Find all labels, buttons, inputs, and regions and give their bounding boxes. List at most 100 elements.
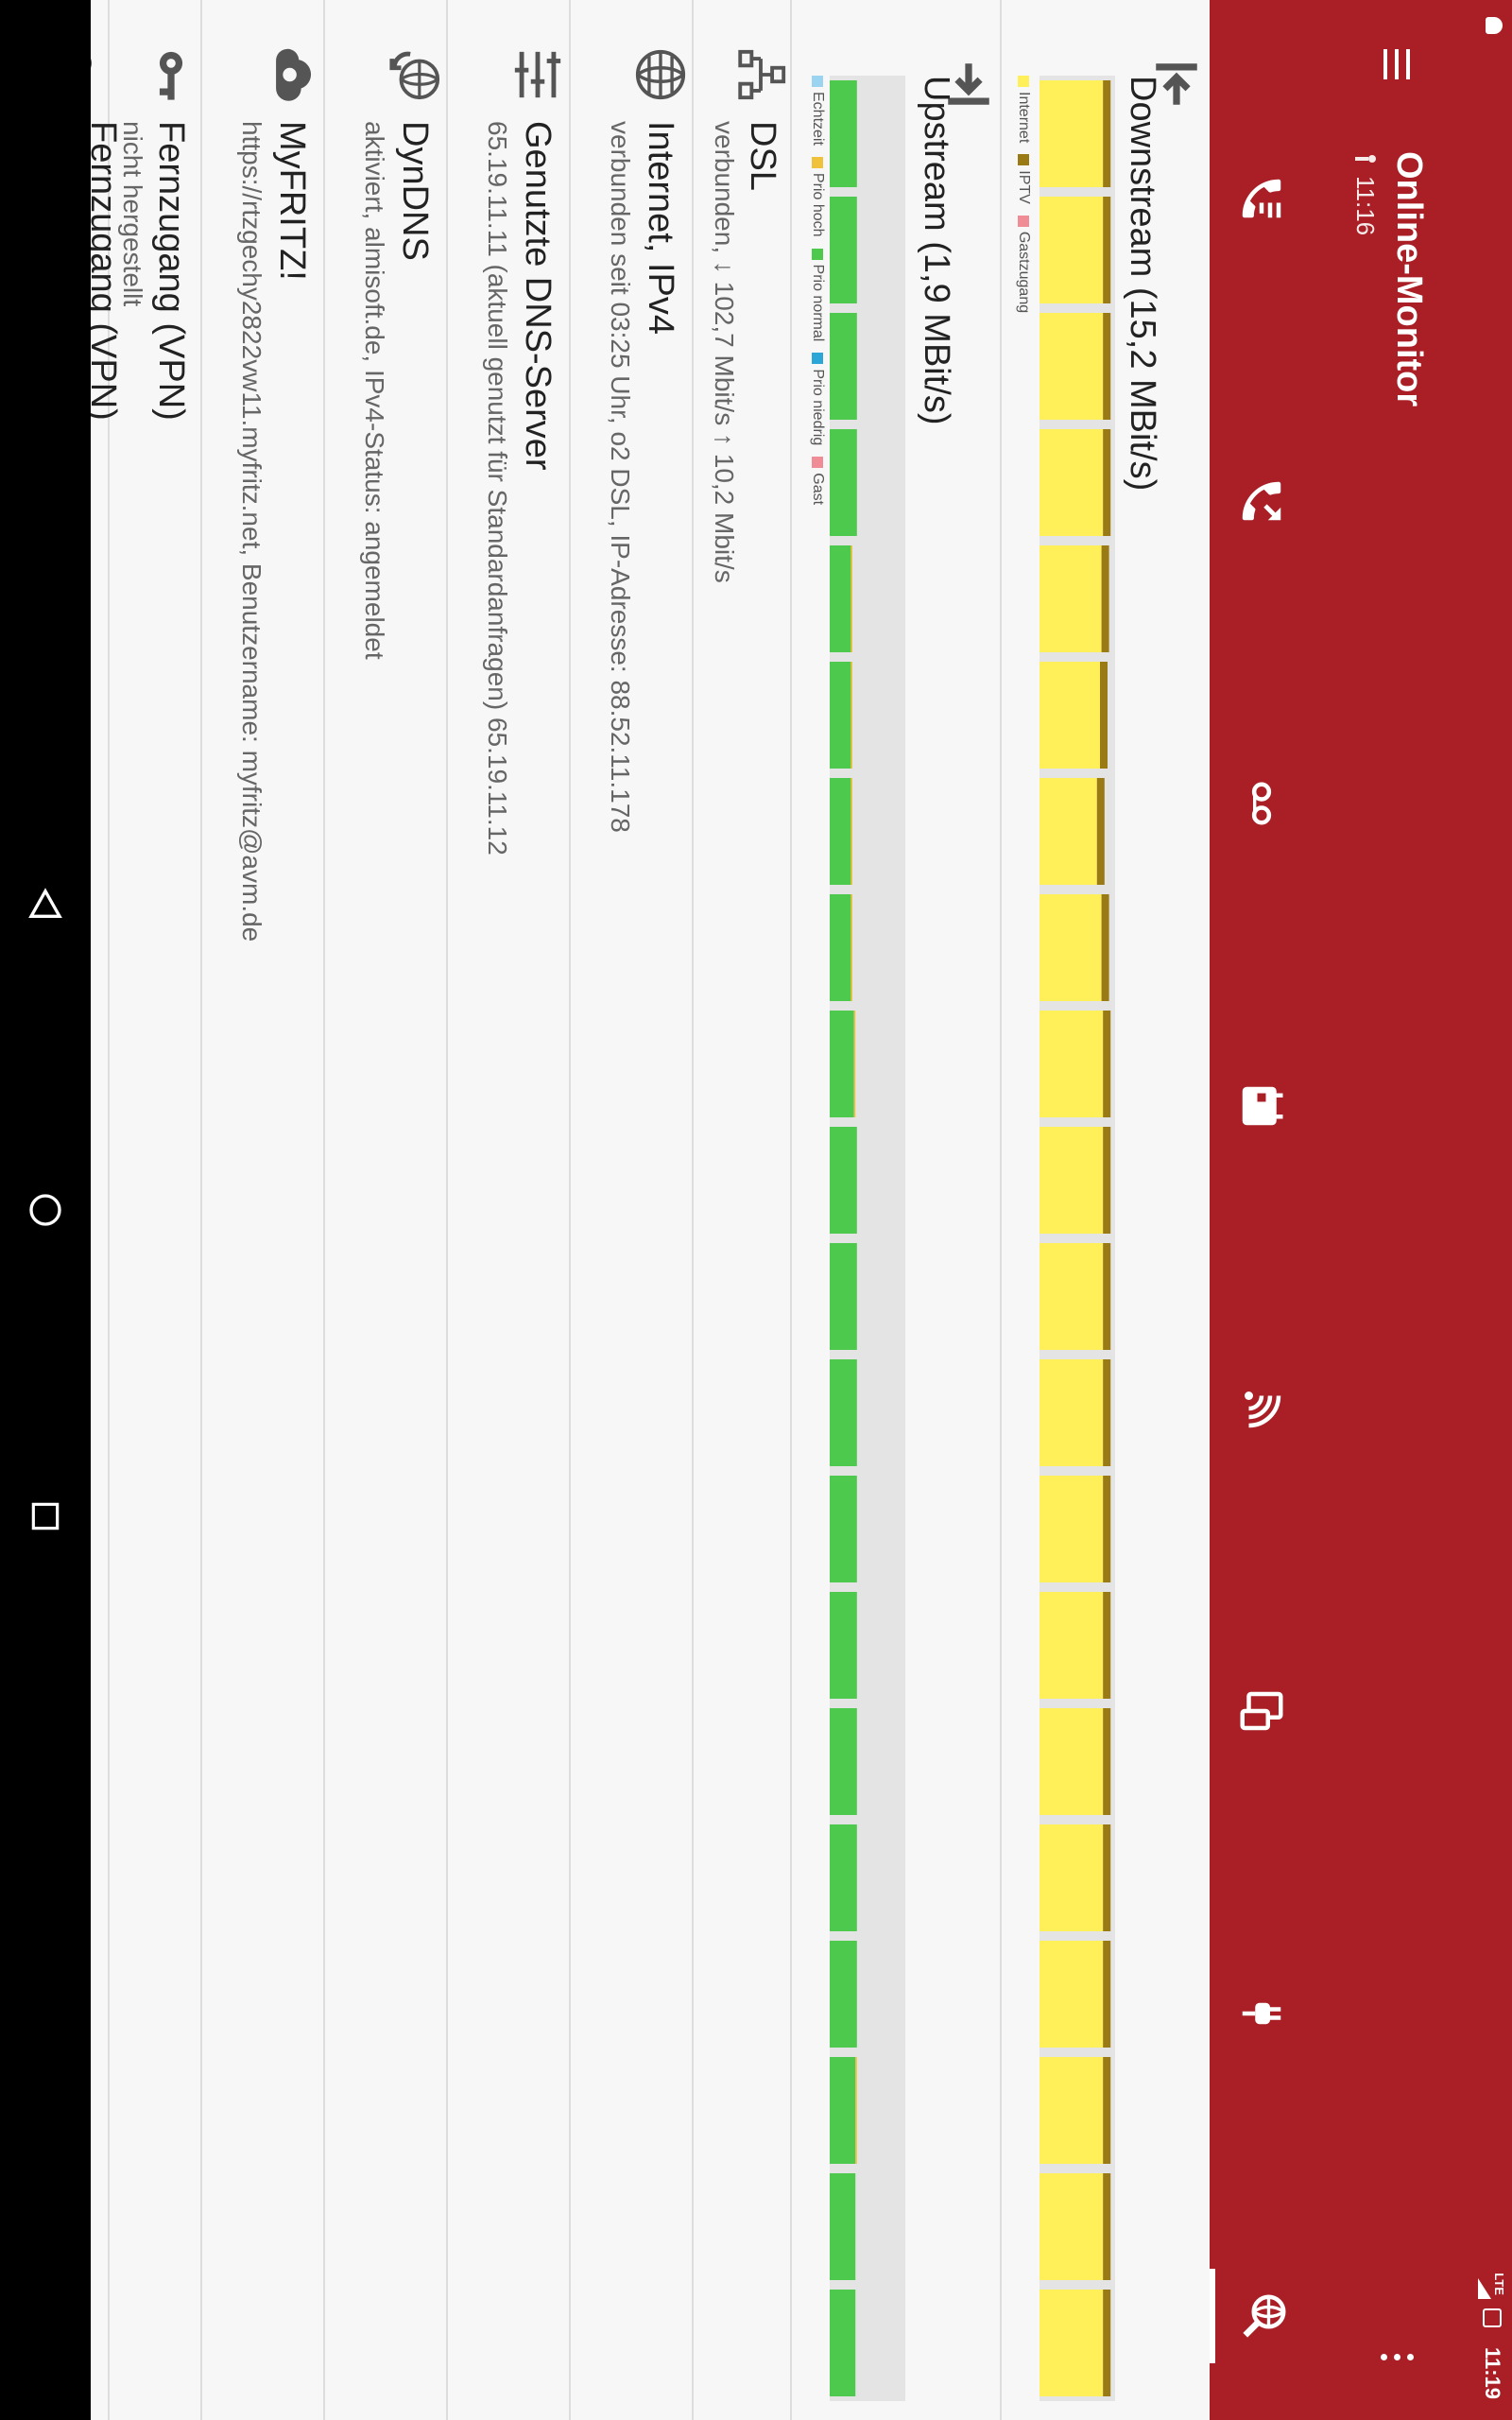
upstream-bar-prio-normal [830,2057,856,2164]
downstream-bar-iptv [1103,80,1111,187]
dsl-status: verbunden, ↓ 102,7 Mbit/s ↑ 10,2 Mbit/s [710,121,739,583]
downstream-bar-iptv [1103,1011,1111,1117]
divider [200,0,202,2420]
subtitle-time: 11:16 [1351,176,1380,236]
upstream-bar-prio-normal [830,1476,857,1582]
myfritz-title: MyFRITZ! [272,121,312,281]
voicemail-icon [1251,782,1272,825]
downstream-bar-iptv [1103,1708,1111,1815]
dns-server-title: Genutzte DNS-Server [518,121,558,471]
tab-online-monitor[interactable] [1210,2269,1314,2363]
dsl-title: DSL [743,121,782,191]
wifi-icon [1245,1392,1281,1428]
downstream-bar-iptv [1103,429,1111,536]
upstream-bar-prio-normal [830,197,857,303]
tab-devices[interactable] [1210,1664,1314,1758]
tab-events[interactable] [1210,1059,1314,1153]
downstream-bar-internet [1040,313,1104,420]
upstream-bar-prio-normal [830,2290,856,2396]
tab-calls[interactable] [1210,151,1314,246]
internet-ipv4-status: verbunden seit 03:25 Uhr, o2 DSL, IP-Adr… [606,121,635,833]
upstream-bar-prio-hoch [850,662,852,769]
signal-icon [1478,2278,1491,2299]
downstream-bar-internet [1040,1011,1104,1117]
downstream-legend: Internet IPTV Gastzugang [1015,76,1032,313]
nav-back-icon[interactable] [13,872,77,936]
downstream-bar-iptv [1103,1476,1111,1582]
key-icon [139,47,198,102]
call-list-icon [1242,179,1281,218]
tab-call-forwarding[interactable] [1210,454,1314,548]
tab-voicemail[interactable] [1210,756,1314,851]
person-icon [1355,151,1376,166]
more-vert-icon[interactable] [1370,2329,1423,2382]
upstream-legend-swatch [812,248,823,260]
upstream-bar-prio-normal [830,1941,857,2048]
downstream-chart-background [1040,76,1115,2401]
downstream-title: Downstream (15,2 MBit/s) [1123,76,1162,492]
upstream-bar-prio-normal [830,1011,854,1117]
divider [446,0,448,2420]
downstream-bar-iptv [1103,1824,1111,1931]
upstream-bar-prio-normal [830,2173,856,2280]
downstream-legend-label: Internet [1016,92,1032,144]
online-monitor-content: Downstream (15,2 MBit/s) Internet IPTV Gas… [68,0,1210,2420]
upstream-bar-prio-normal [830,1824,857,1931]
downstream-icon [1144,57,1204,112]
myfritz-address: https://rtzgechy2822vw11.myfritz.net, Be… [237,121,266,942]
downstream-bar-iptv [1101,894,1109,1001]
downstream-bar-iptv [1103,1127,1111,1234]
downstream-bar-internet [1040,1359,1104,1466]
upstream-bar-prio-normal [830,313,857,420]
upstream-chart-background [830,76,905,2401]
upstream-chart [830,76,905,2401]
tab-smart-home[interactable] [1210,1966,1314,2061]
downstream-bar-internet [1040,1127,1104,1234]
downstream-bar-iptv [1103,1359,1111,1466]
downstream-bar-iptv [1103,2173,1111,2280]
downstream-bar-internet [1040,2173,1104,2280]
upstream-bar-prio-normal [830,1127,857,1234]
calendar-icon [1242,1086,1283,1126]
dyndns-icon [383,47,442,102]
dyndns-title: DynDNS [395,121,435,261]
upstream-legend-swatch [812,76,823,87]
network-type: LTE [1492,2273,1506,2295]
downstream-chart [1040,76,1115,2401]
upstream-legend-label: Gast [810,473,826,506]
globe-icon [628,47,688,102]
page-title: Online-Monitor [1389,151,1429,407]
downstream-legend-label: IPTV [1016,170,1032,204]
downstream-bar-internet [1040,1476,1104,1582]
downstream-bar-internet [1040,197,1104,303]
upstream-bar-prio-normal [830,1359,857,1466]
downstream-bar-iptv [1103,1592,1111,1699]
navigation-bar [0,0,91,2420]
devices-icon [1240,1691,1283,1731]
upstream-legend-swatch [812,457,823,469]
upstream-bar-prio-normal [830,429,857,536]
upstream-bar-prio-normal [830,662,851,769]
hamburger-menu-icon[interactable] [1370,38,1423,91]
downstream-bar-internet [1040,1592,1104,1699]
upstream-bar-prio-hoch [855,2057,857,2164]
downstream-bar-internet [1040,429,1104,536]
divider [790,0,792,2420]
downstream-bar-iptv [1103,1941,1111,2048]
dyndns-status: aktiviert, almisoft.de, IPv4-Status: ang… [360,121,389,660]
tab-wifi[interactable] [1210,1361,1314,1456]
divider [323,0,325,2420]
status-time: 11:19 [1481,2346,1504,2399]
app-bar: Online-Monitor 11:16 [1210,0,1474,2420]
upstream-bar-prio-normal [830,778,851,885]
nav-recents-icon[interactable] [13,1484,77,1548]
downstream-bar-iptv [1103,2290,1111,2396]
upstream-icon [936,57,996,112]
downstream-bar-iptv [1103,1243,1111,1350]
downstream-bar-iptv [1101,545,1109,652]
downstream-bar-iptv [1103,2057,1111,2164]
nav-home-icon[interactable] [13,1178,77,1242]
upstream-bar-prio-normal [830,1243,857,1350]
upstream-title: Upstream (1,9 MBit/s) [917,76,956,425]
upstream-bar-prio-hoch [850,778,852,885]
